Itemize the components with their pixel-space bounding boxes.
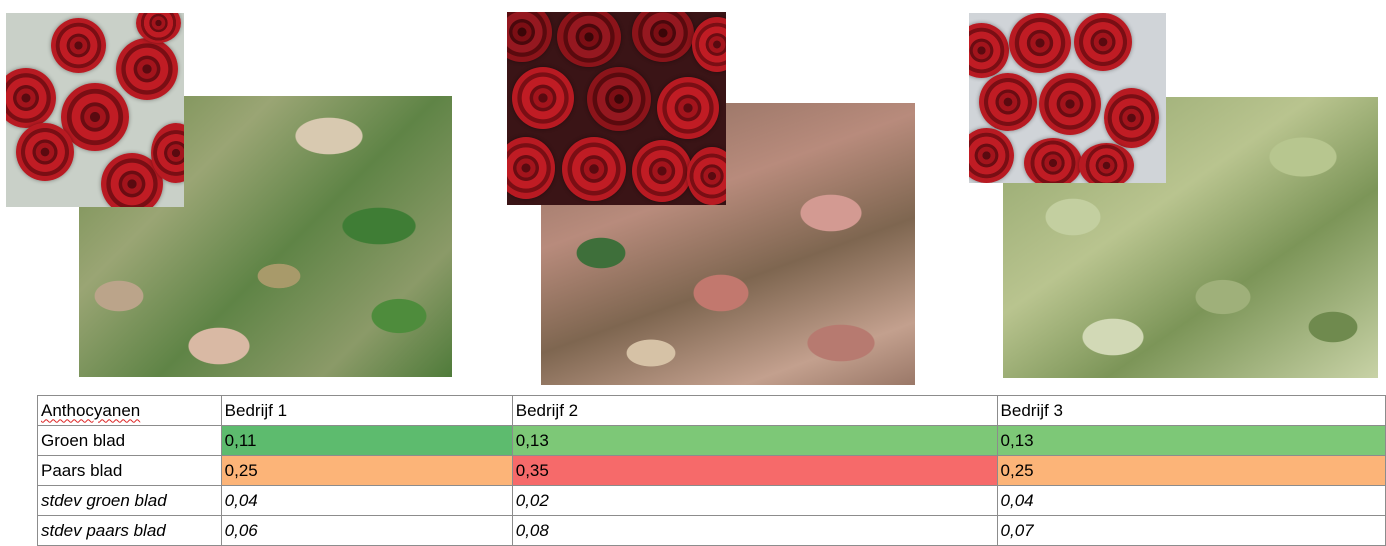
header-cell-bedrijf-3: Bedrijf 3 (996, 395, 1386, 426)
header-label: Anthocyanen (41, 400, 141, 420)
table-row-groen-blad: Groen blad 0,11 0,13 0,13 (37, 425, 1386, 456)
value-cell: 0,04 (996, 485, 1386, 516)
value-cell: 0,02 (511, 485, 998, 516)
row-label: stdev groen blad (37, 485, 222, 516)
row-label: Groen blad (37, 425, 222, 456)
value-cell: 0,35 (511, 455, 998, 486)
header-cell-bedrijf-1: Bedrijf 1 (220, 395, 513, 426)
value-cell: 0,25 (996, 455, 1386, 486)
value-cell: 0,25 (220, 455, 513, 486)
roses-photo-bedrijf-1 (6, 13, 184, 207)
value-cell: 0,11 (220, 425, 513, 456)
value-cell: 0,13 (511, 425, 998, 456)
header-cell-anthocyanen: Anthocyanen (37, 395, 222, 426)
value-cell: 0,13 (996, 425, 1386, 456)
row-label: stdev paars blad (37, 515, 222, 546)
value-cell: 0,07 (996, 515, 1386, 546)
table-row-paars-blad: Paars blad 0,25 0,35 0,25 (37, 455, 1386, 486)
table-row-stdev-paars-blad: stdev paars blad 0,06 0,08 0,07 (37, 515, 1386, 546)
roses-photo-bedrijf-3 (969, 13, 1166, 183)
value-cell: 0,04 (220, 485, 513, 516)
row-label: Paars blad (37, 455, 222, 486)
table-row-stdev-groen-blad: stdev groen blad 0,04 0,02 0,04 (37, 485, 1386, 516)
value-cell: 0,06 (220, 515, 513, 546)
value-cell: 0,08 (511, 515, 998, 546)
table-header-row: Anthocyanen Bedrijf 1 Bedrijf 2 Bedrijf … (37, 395, 1386, 426)
anthocyanen-table: Anthocyanen Bedrijf 1 Bedrijf 2 Bedrijf … (37, 395, 1386, 546)
header-cell-bedrijf-2: Bedrijf 2 (511, 395, 998, 426)
roses-photo-bedrijf-2 (507, 12, 726, 205)
